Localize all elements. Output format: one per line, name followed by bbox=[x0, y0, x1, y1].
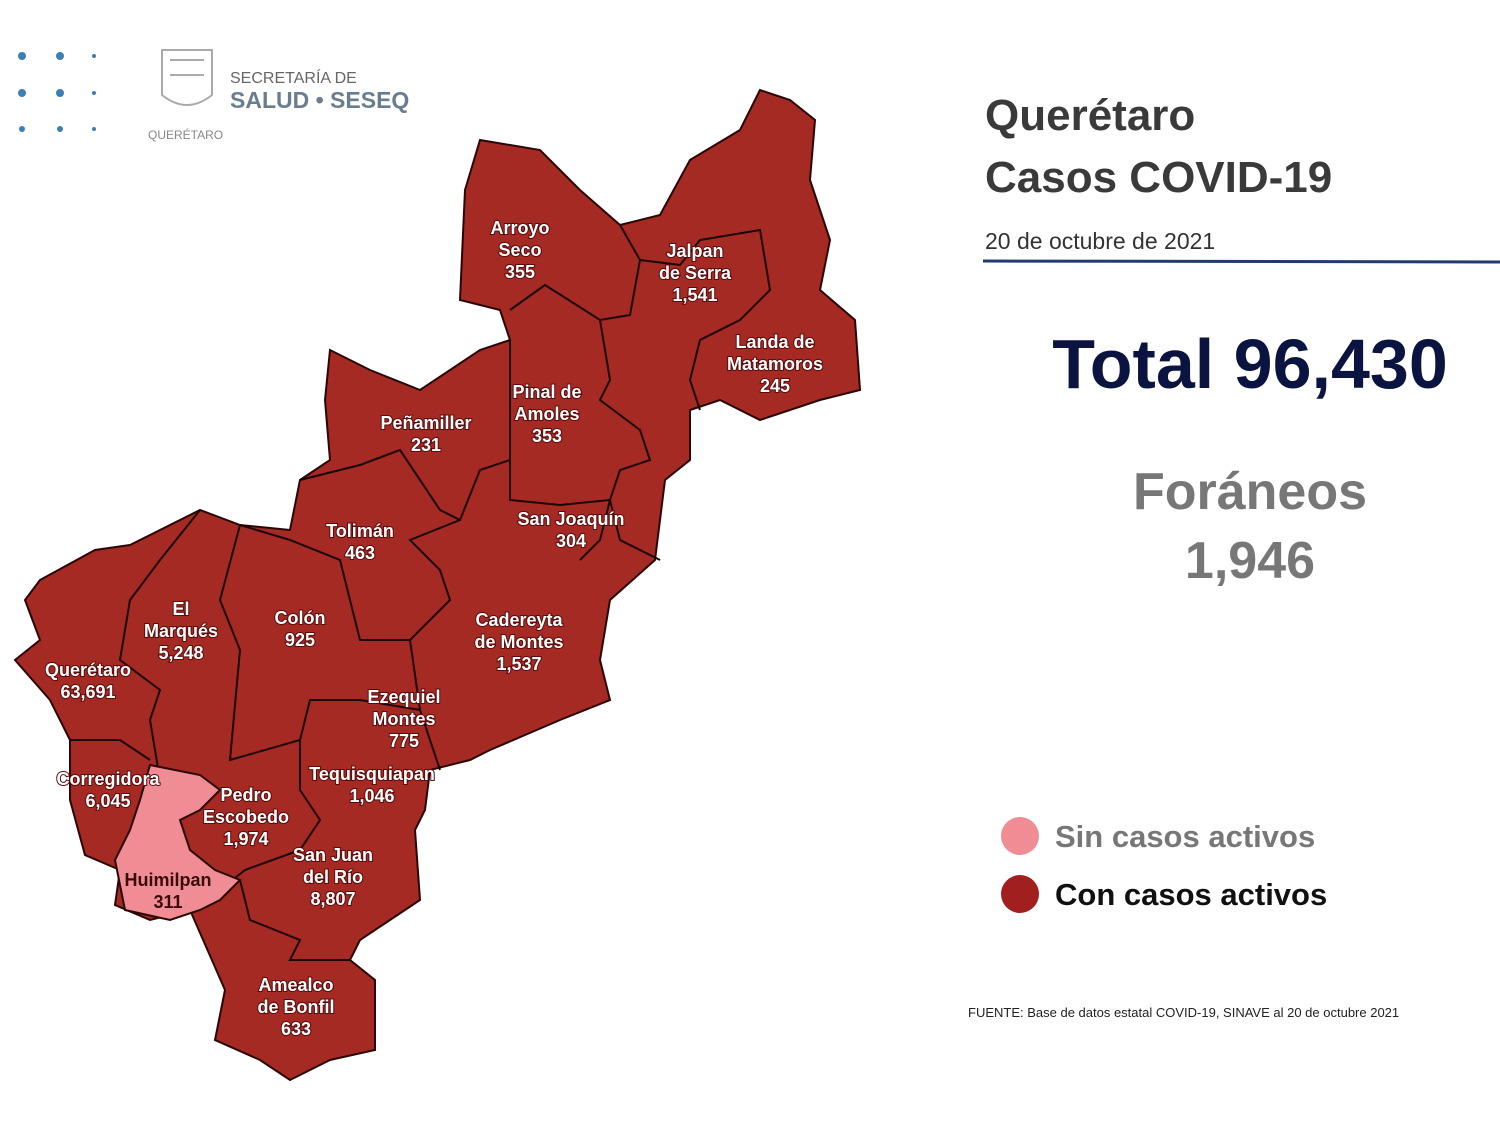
borders bbox=[70, 224, 772, 961]
municipality-name: Pedro bbox=[220, 785, 271, 805]
source: FUENTE: Base de datos estatal COVID-19, … bbox=[968, 1005, 1399, 1020]
municipality-cases: 1,974 bbox=[223, 829, 268, 849]
title: Querétaro bbox=[985, 91, 1195, 140]
municipality-cases: 6,045 bbox=[85, 791, 130, 811]
municipality-cases: 353 bbox=[532, 426, 562, 446]
logo-text: SECRETARÍA DE bbox=[230, 68, 357, 87]
municipality-cases: 355 bbox=[505, 262, 535, 282]
municipality-name: Tolimán bbox=[326, 521, 394, 541]
municipality-name: Amoles bbox=[514, 404, 579, 424]
municipality-cases: 311 bbox=[153, 892, 182, 912]
municipality-cases: 1,537 bbox=[496, 654, 541, 674]
municipality-cases: 304 bbox=[556, 531, 586, 551]
foraneos-value: 1,946 bbox=[1185, 532, 1315, 590]
legend-swatch bbox=[1001, 875, 1039, 913]
municipality-cases: 1,046 bbox=[349, 786, 394, 806]
municipality-cases: 5,248 bbox=[158, 643, 203, 663]
municipality-cases: 463 bbox=[345, 543, 375, 563]
logo-crest bbox=[161, 49, 213, 106]
municipality-name: Escobedo bbox=[203, 807, 289, 827]
municipality-name: El bbox=[172, 599, 189, 619]
municipality-name: de Montes bbox=[474, 632, 563, 652]
municipality-cases: 63,691 bbox=[60, 682, 115, 702]
municipality-cases: 925 bbox=[285, 630, 315, 650]
municipality-name: de Bonfil bbox=[258, 997, 335, 1017]
municipality-name: Landa de bbox=[735, 332, 814, 352]
municipality-name: San Juan bbox=[293, 845, 373, 865]
municipality-name: Cadereyta bbox=[475, 610, 563, 630]
municipality-name: del Río bbox=[303, 867, 363, 887]
municipality-cases: 775 bbox=[389, 731, 419, 751]
date: 20 de octubre de 2021 bbox=[985, 228, 1215, 254]
municipality-name: Huimilpan bbox=[124, 870, 211, 890]
logo-text: QUERÉTARO bbox=[148, 127, 223, 142]
municipality-name: Querétaro bbox=[45, 660, 131, 680]
legend-swatch bbox=[1001, 817, 1039, 855]
municipality-cases: 8,807 bbox=[310, 889, 355, 909]
underline bbox=[982, 259, 1500, 264]
municipality-name: Seco bbox=[498, 240, 541, 260]
logo-dots bbox=[18, 52, 96, 132]
municipality-name: de Serra bbox=[659, 263, 732, 283]
municipality-name: Montes bbox=[373, 709, 436, 729]
municipality-name: Pinal de bbox=[512, 382, 581, 402]
municipality-name: Matamoros bbox=[727, 354, 823, 374]
municipality-name: Peñamiller bbox=[380, 413, 471, 433]
legend-label: Con casos activos bbox=[1055, 877, 1327, 912]
foraneos-label: Foráneos bbox=[1133, 463, 1367, 521]
municipality-name: Marqués bbox=[144, 621, 218, 641]
municipality-cases: 1,541 bbox=[672, 285, 717, 305]
municipality-cases: 633 bbox=[281, 1019, 311, 1039]
subtitle: Casos COVID-19 bbox=[985, 153, 1332, 202]
municipality-name: Arroyo bbox=[490, 218, 549, 238]
total: Total 96,430 bbox=[1052, 325, 1448, 403]
municipality-shape bbox=[113, 763, 242, 922]
municipality-name: Ezequiel bbox=[367, 687, 440, 707]
municipality-cases: 245 bbox=[760, 376, 790, 396]
municipality-name: Jalpan bbox=[666, 241, 723, 261]
municipality-name: Corregidora bbox=[56, 769, 160, 789]
municipality-name: Colón bbox=[275, 608, 326, 628]
logo-text: SALUD • SESEQ bbox=[230, 87, 409, 113]
municipality-cases: 231 bbox=[411, 435, 441, 455]
municipality-name: San Joaquín bbox=[517, 509, 624, 529]
municipality-name: Amealco bbox=[258, 975, 333, 995]
state-shape bbox=[13, 88, 862, 1082]
legend-label: Sin casos activos bbox=[1055, 819, 1315, 854]
municipality-name: Tequisquiapan bbox=[309, 764, 435, 784]
